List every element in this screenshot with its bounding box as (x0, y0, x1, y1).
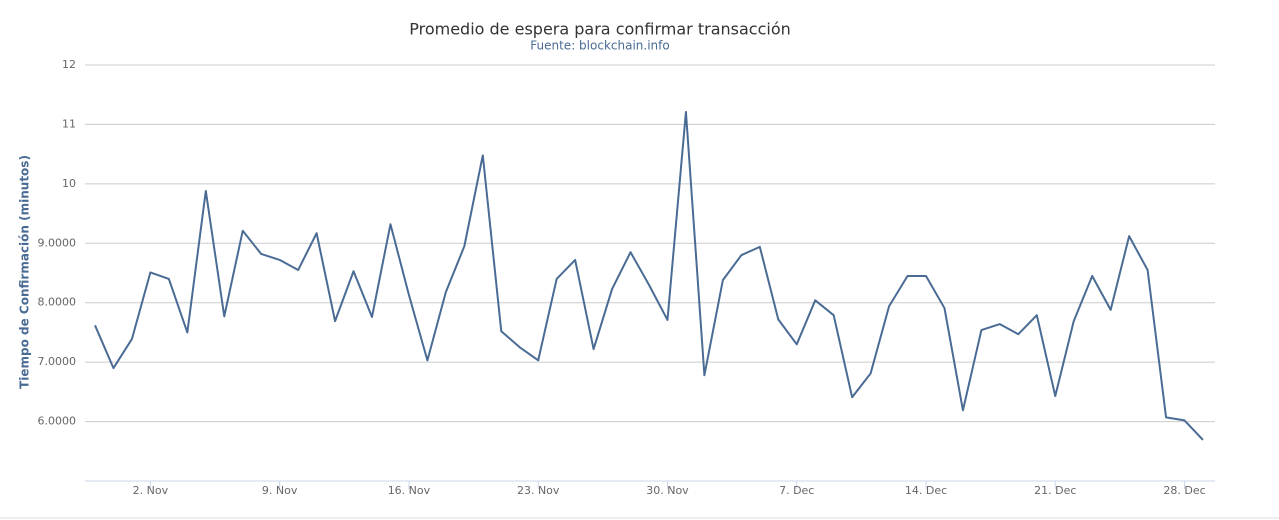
y-tick-label: 10 (62, 177, 76, 190)
y-tick-label: 11 (62, 117, 76, 130)
y-axis-label: Tiempo de Confirmación (minutos) (18, 155, 32, 389)
y-tick-label: 6.0000 (38, 415, 77, 428)
y-tick-label: 9.0000 (38, 236, 77, 249)
x-tick-label: 14. Dec (905, 484, 947, 497)
x-tick-label: 9. Nov (262, 484, 298, 497)
chart-title: Promedio de espera para confirmar transa… (409, 20, 791, 39)
x-tick-label: 2. Nov (133, 484, 169, 497)
x-tick-label: 7. Dec (779, 484, 814, 497)
x-tick-label: 21. Dec (1034, 484, 1076, 497)
data-line (94, 110, 1204, 441)
y-tick-label: 7.0000 (38, 355, 77, 368)
x-tick-label: 16. Nov (388, 484, 431, 497)
x-tick-label: 23. Nov (517, 484, 560, 497)
x-tick-label: 30. Nov (646, 484, 689, 497)
y-tick-label: 8.0000 (38, 296, 77, 309)
chart-subtitle: Fuente: blockchain.info (530, 39, 669, 53)
y-tick-label: 12 (62, 58, 76, 71)
x-tick-label: 28. Dec (1163, 484, 1205, 497)
